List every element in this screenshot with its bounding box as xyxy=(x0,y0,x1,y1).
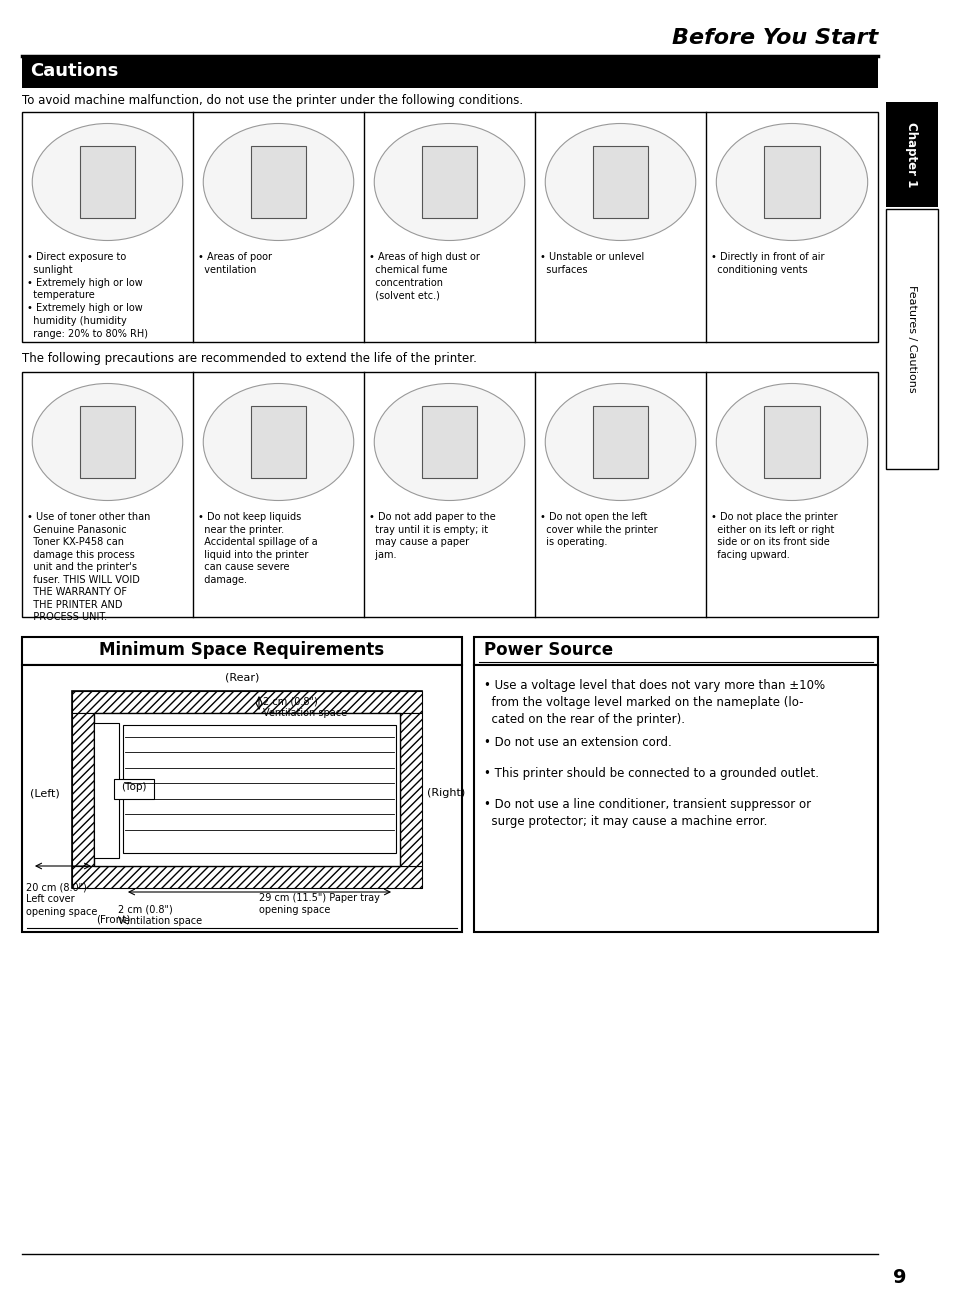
Text: • Do not open the left
  cover while the printer
  is operating.: • Do not open the left cover while the p… xyxy=(539,513,657,547)
Bar xyxy=(474,636,877,665)
Text: (Right): (Right) xyxy=(427,788,465,798)
Ellipse shape xyxy=(716,124,867,240)
Ellipse shape xyxy=(545,383,695,501)
Bar xyxy=(123,726,395,853)
Text: The following precautions are recommended to extend the life of the printer.: The following precautions are recommende… xyxy=(22,352,476,365)
Ellipse shape xyxy=(374,124,524,240)
Text: Minimum Space Requirements: Minimum Space Requirements xyxy=(99,642,384,658)
Text: (Front): (Front) xyxy=(95,914,130,924)
Bar xyxy=(885,102,937,207)
Text: (Rear): (Rear) xyxy=(225,673,259,683)
Bar xyxy=(251,146,306,218)
Text: (Top): (Top) xyxy=(121,782,147,791)
Ellipse shape xyxy=(32,383,183,501)
Bar xyxy=(71,866,421,888)
Bar xyxy=(593,407,647,478)
Text: • Unstable or unlevel
  surfaces: • Unstable or unlevel surfaces xyxy=(539,252,643,275)
Bar xyxy=(251,407,306,478)
Bar xyxy=(421,146,476,218)
Text: (Left): (Left) xyxy=(30,788,60,798)
Bar xyxy=(22,636,461,665)
Bar xyxy=(71,691,421,888)
Ellipse shape xyxy=(203,124,354,240)
Text: Cautions: Cautions xyxy=(30,62,118,80)
Bar xyxy=(763,407,819,478)
Text: • Do not add paper to the
  tray until it is empty; it
  may cause a paper
  jam: • Do not add paper to the tray until it … xyxy=(369,513,496,560)
Text: • Use of toner other than
  Genuine Panasonic
  Toner KX-P458 can
  damage this : • Use of toner other than Genuine Panaso… xyxy=(27,513,151,622)
Text: • Areas of poor
  ventilation: • Areas of poor ventilation xyxy=(198,252,272,275)
Bar xyxy=(421,407,476,478)
Bar xyxy=(474,665,877,932)
Bar xyxy=(94,713,399,866)
Text: Chapter 1: Chapter 1 xyxy=(904,121,918,187)
Text: Before You Start: Before You Start xyxy=(671,28,877,48)
Ellipse shape xyxy=(374,383,524,501)
Text: Power Source: Power Source xyxy=(483,642,613,658)
Text: • Areas of high dust or
  chemical fume
  concentration
  (solvent etc.): • Areas of high dust or chemical fume co… xyxy=(369,252,479,301)
Ellipse shape xyxy=(203,383,354,501)
Ellipse shape xyxy=(716,383,867,501)
Bar xyxy=(94,723,119,859)
Text: • Do not place the printer
  either on its left or right
  side or on its front : • Do not place the printer either on its… xyxy=(710,513,837,560)
Text: • This printer should be connected to a grounded outlet.: • This printer should be connected to a … xyxy=(483,767,818,780)
Ellipse shape xyxy=(32,124,183,240)
Bar xyxy=(593,146,647,218)
Text: 2 cm (0.8")
Ventilation space: 2 cm (0.8") Ventilation space xyxy=(118,904,202,927)
Bar xyxy=(71,691,421,713)
Bar xyxy=(399,713,421,866)
Text: • Direct exposure to
  sunlight
• Extremely high or low
  temperature
• Extremel: • Direct exposure to sunlight • Extremel… xyxy=(27,252,148,338)
Bar xyxy=(885,209,937,469)
Text: 29 cm (11.5") Paper tray
opening space: 29 cm (11.5") Paper tray opening space xyxy=(259,893,380,915)
Bar xyxy=(113,778,153,799)
Text: • Do not use an extension cord.: • Do not use an extension cord. xyxy=(483,736,671,749)
Bar xyxy=(80,146,134,218)
Text: 20 cm (8.0")
Left cover
opening space: 20 cm (8.0") Left cover opening space xyxy=(26,882,97,917)
Bar xyxy=(22,112,877,342)
Ellipse shape xyxy=(545,124,695,240)
Text: Features / Cautions: Features / Cautions xyxy=(906,285,916,392)
Text: To avoid machine malfunction, do not use the printer under the following conditi: To avoid machine malfunction, do not use… xyxy=(22,94,522,107)
Bar xyxy=(22,665,461,932)
Text: • Directly in front of air
  conditioning vents: • Directly in front of air conditioning … xyxy=(710,252,823,275)
Text: • Use a voltage level that does not vary more than ±10%
  from the voltage level: • Use a voltage level that does not vary… xyxy=(483,679,824,726)
Bar xyxy=(71,713,94,866)
Bar xyxy=(80,407,134,478)
Bar xyxy=(22,58,877,88)
Text: 9: 9 xyxy=(892,1268,905,1287)
Text: 2 cm (0.8")
Ventilation space: 2 cm (0.8") Ventilation space xyxy=(263,696,347,718)
Text: • Do not use a line conditioner, transient suppressor or
  surge protector; it m: • Do not use a line conditioner, transie… xyxy=(483,798,810,828)
Bar xyxy=(763,146,819,218)
Text: • Do not keep liquids
  near the printer.
  Accidental spillage of a
  liquid in: • Do not keep liquids near the printer. … xyxy=(198,513,317,585)
Bar xyxy=(22,372,877,617)
